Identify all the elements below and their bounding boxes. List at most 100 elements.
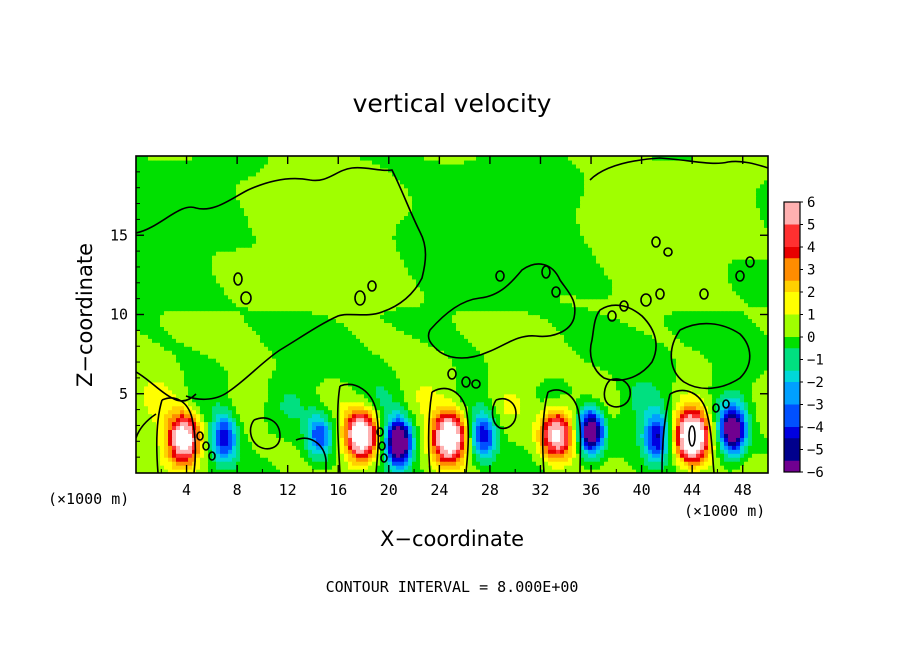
field-cell	[336, 369, 341, 375]
field-cell	[172, 425, 177, 431]
field-cell	[556, 393, 561, 399]
field-cell	[440, 354, 445, 359]
field-cell	[384, 393, 389, 399]
field-cell	[364, 457, 369, 462]
field-cell	[752, 421, 757, 427]
field-cell	[184, 461, 189, 466]
field-cell	[448, 393, 453, 399]
field-cell	[564, 417, 569, 423]
field-cell	[620, 461, 625, 466]
field-cell	[284, 409, 289, 415]
field-cell	[136, 413, 141, 419]
field-cell	[276, 354, 281, 359]
field-cell	[184, 409, 189, 415]
field-cell	[260, 429, 265, 434]
field-cell	[488, 381, 493, 387]
field-cell	[416, 381, 421, 387]
field-cell	[616, 397, 621, 403]
field-cell	[232, 417, 237, 423]
field-cell	[516, 385, 521, 391]
field-cell	[304, 362, 309, 367]
field-cell	[572, 461, 577, 466]
field-cell	[712, 354, 717, 359]
field-cell	[244, 409, 249, 415]
field-cell	[684, 377, 689, 383]
field-cell	[752, 350, 757, 355]
field-cell	[276, 409, 281, 415]
field-cell	[232, 377, 237, 383]
field-cell	[348, 453, 353, 458]
field-cell	[764, 453, 768, 458]
field-cell	[448, 358, 453, 363]
field-cell	[444, 457, 449, 462]
field-cell	[252, 377, 257, 383]
field-cell	[360, 354, 365, 359]
field-cell	[556, 381, 561, 387]
field-cell	[196, 465, 201, 470]
field-cell	[628, 381, 633, 387]
field-cell	[292, 369, 297, 375]
field-cell	[584, 433, 589, 438]
field-cell	[312, 381, 317, 387]
field-cell	[480, 429, 485, 434]
field-cell	[364, 437, 369, 442]
field-cell	[484, 413, 489, 419]
field-cell	[668, 433, 673, 438]
field-cell	[468, 425, 473, 431]
field-cell	[464, 381, 469, 387]
field-cell	[220, 425, 225, 431]
field-cell	[248, 385, 253, 391]
field-cell	[688, 397, 693, 403]
field-cell	[452, 405, 457, 411]
field-cell	[740, 366, 745, 371]
field-cell	[384, 354, 389, 359]
field-cell	[764, 425, 768, 431]
field-cell	[652, 433, 657, 438]
field-cell	[496, 453, 501, 458]
field-cell	[188, 449, 193, 454]
field-cell	[428, 366, 433, 371]
field-cell	[368, 401, 373, 407]
field-cell	[208, 453, 213, 458]
field-cell	[688, 469, 693, 473]
field-cell	[692, 354, 697, 359]
field-cell	[224, 417, 229, 423]
field-cell	[520, 433, 525, 438]
field-cell	[176, 437, 181, 442]
field-cell	[288, 413, 293, 419]
field-cell	[320, 441, 325, 446]
field-cell	[256, 441, 261, 446]
field-cell	[196, 358, 201, 363]
field-cell	[608, 417, 613, 423]
field-cell	[340, 377, 345, 383]
field-cell	[572, 362, 577, 367]
field-cell	[460, 449, 465, 454]
field-cell	[556, 385, 561, 391]
field-cell	[612, 445, 617, 450]
field-cell	[412, 433, 417, 438]
field-cell	[180, 429, 185, 434]
field-cell	[480, 393, 485, 399]
field-cell	[200, 417, 205, 423]
field-cell	[660, 437, 665, 442]
field-cell	[224, 433, 229, 438]
field-cell	[172, 369, 177, 375]
field-cell	[636, 425, 641, 431]
field-cell	[328, 457, 333, 462]
field-cell	[548, 385, 553, 391]
field-cell	[336, 381, 341, 387]
field-cell	[168, 393, 173, 399]
field-cell	[364, 346, 369, 351]
field-cell	[304, 409, 309, 415]
field-cell	[264, 457, 269, 462]
field-cell	[440, 358, 445, 363]
field-cell	[656, 366, 661, 371]
field-cell	[724, 350, 729, 355]
field-cell	[408, 417, 413, 423]
field-cell	[300, 449, 305, 454]
field-cell	[556, 389, 561, 395]
field-cell	[328, 441, 333, 446]
field-cell	[320, 433, 325, 438]
field-cell	[468, 417, 473, 423]
field-cell	[520, 397, 525, 403]
